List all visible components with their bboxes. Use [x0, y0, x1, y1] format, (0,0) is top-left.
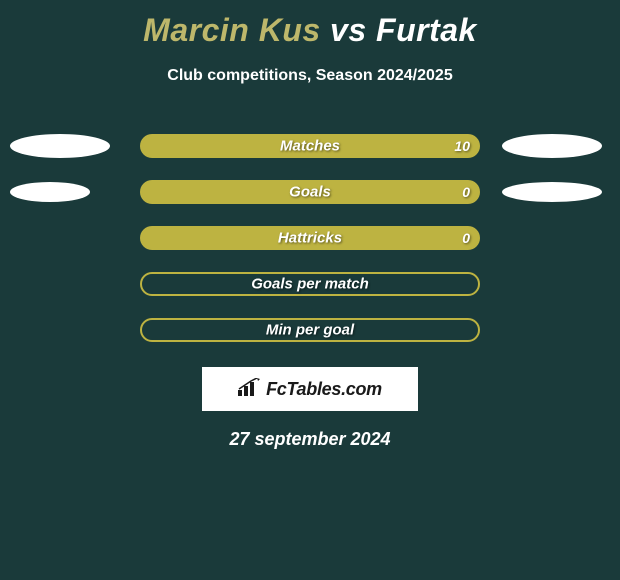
stat-bar: Goals0: [140, 180, 480, 204]
stat-row: Min per goal: [0, 307, 620, 353]
stat-value: 10: [454, 138, 470, 154]
page-title: Marcin Kus vs Furtak: [0, 0, 620, 49]
stat-bar: Goals per match: [140, 272, 480, 296]
stat-row: Goals0: [0, 169, 620, 215]
stat-label: Goals: [142, 184, 478, 201]
right-ellipse: [502, 182, 602, 202]
stat-label: Hattricks: [142, 230, 478, 247]
attribution-badge: FcTables.com: [202, 367, 418, 411]
attribution-text: FcTables.com: [266, 379, 382, 400]
left-ellipse: [10, 182, 90, 202]
stat-row: Goals per match: [0, 261, 620, 307]
title-vs: vs: [330, 12, 367, 48]
stat-bar: Hattricks0: [140, 226, 480, 250]
right-ellipse: [502, 134, 602, 158]
stat-label: Matches: [142, 138, 478, 155]
comparison-chart: Matches10Goals0Hattricks0Goals per match…: [0, 123, 620, 353]
left-ellipse: [10, 134, 110, 158]
stat-label: Goals per match: [142, 276, 478, 293]
stat-value: 0: [462, 184, 470, 200]
stat-bar: Matches10: [140, 134, 480, 158]
title-player1: Marcin Kus: [143, 12, 320, 48]
title-player2: Furtak: [376, 12, 477, 48]
stat-row: Hattricks0: [0, 215, 620, 261]
stat-label: Min per goal: [142, 322, 478, 339]
bars-icon: [238, 378, 260, 401]
date-label: 27 september 2024: [0, 429, 620, 450]
stat-bar: Min per goal: [140, 318, 480, 342]
subtitle: Club competitions, Season 2024/2025: [0, 67, 620, 85]
stat-value: 0: [462, 230, 470, 246]
stat-row: Matches10: [0, 123, 620, 169]
